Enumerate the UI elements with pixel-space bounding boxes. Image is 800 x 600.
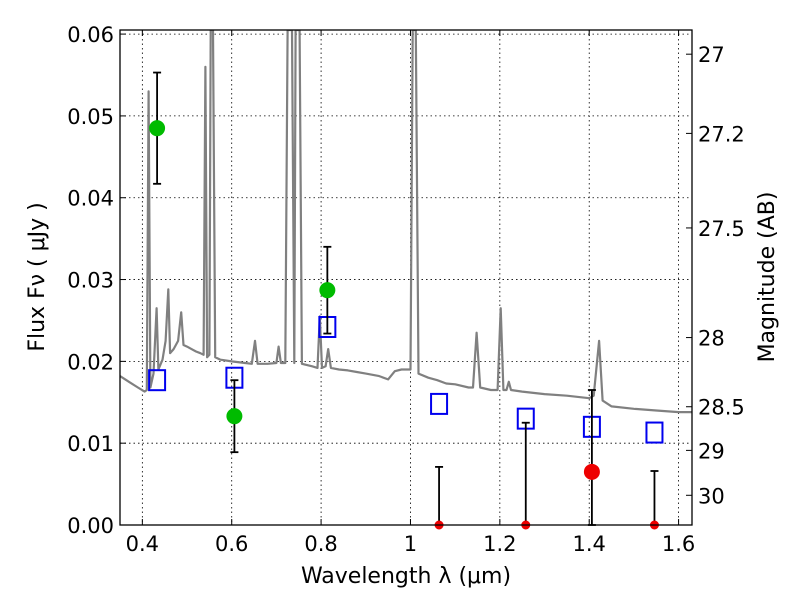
axes: 0.4 0.6 0.8 1 1.2 1.4 1.6 0.00 0.01 0.02 0.03 0.04 0… [67, 23, 745, 556]
x-axis-label: Wavelength λ (μm) [301, 564, 511, 589]
y-tick-label: 0.04 [67, 187, 114, 211]
y-tick-label: 0.06 [67, 23, 114, 47]
x-tick-label: 1.4 [573, 532, 606, 556]
x-tick-label: 0.6 [215, 532, 248, 556]
model-spectrum-line [120, 30, 692, 414]
y-tick-label: 0.05 [67, 105, 114, 129]
right-tick-label: 28.5 [698, 396, 745, 420]
right-tick-label: 28 [698, 327, 725, 351]
x-tick-label: 1.2 [483, 532, 516, 556]
detection-point [149, 120, 166, 137]
x-tick-label: 1 [404, 532, 417, 556]
data-markers [148, 71, 664, 530]
y-tick-label: 0.00 [67, 514, 114, 538]
right-tick-label: 27.5 [698, 217, 745, 241]
x-tick-label: 0.4 [126, 532, 159, 556]
y-tick-label: 0.01 [67, 432, 114, 456]
y-tick-label: 0.03 [67, 269, 114, 293]
model-photometry-point [645, 421, 664, 444]
right-tick-label: 30 [698, 484, 725, 508]
model-photometry-point [430, 392, 449, 415]
right-tick-label: 27.2 [698, 122, 745, 146]
upper-limit-point [583, 463, 600, 480]
y-tick-label: 0.02 [67, 350, 114, 374]
model-photometry-point [148, 369, 167, 392]
x-tick-label: 1.6 [662, 532, 695, 556]
plot-frame [119, 29, 693, 526]
detection-point [226, 408, 243, 425]
x-tick-label: 0.8 [304, 532, 337, 556]
detection-point [319, 282, 336, 299]
right-tick-label: 29 [698, 439, 725, 463]
y-axis-label: Flux Fν ( μJy ) [25, 202, 50, 351]
y-axis-right-label: Magnitude (AB) [755, 192, 780, 363]
right-tick-label: 27 [698, 43, 725, 67]
data-series [120, 30, 692, 414]
